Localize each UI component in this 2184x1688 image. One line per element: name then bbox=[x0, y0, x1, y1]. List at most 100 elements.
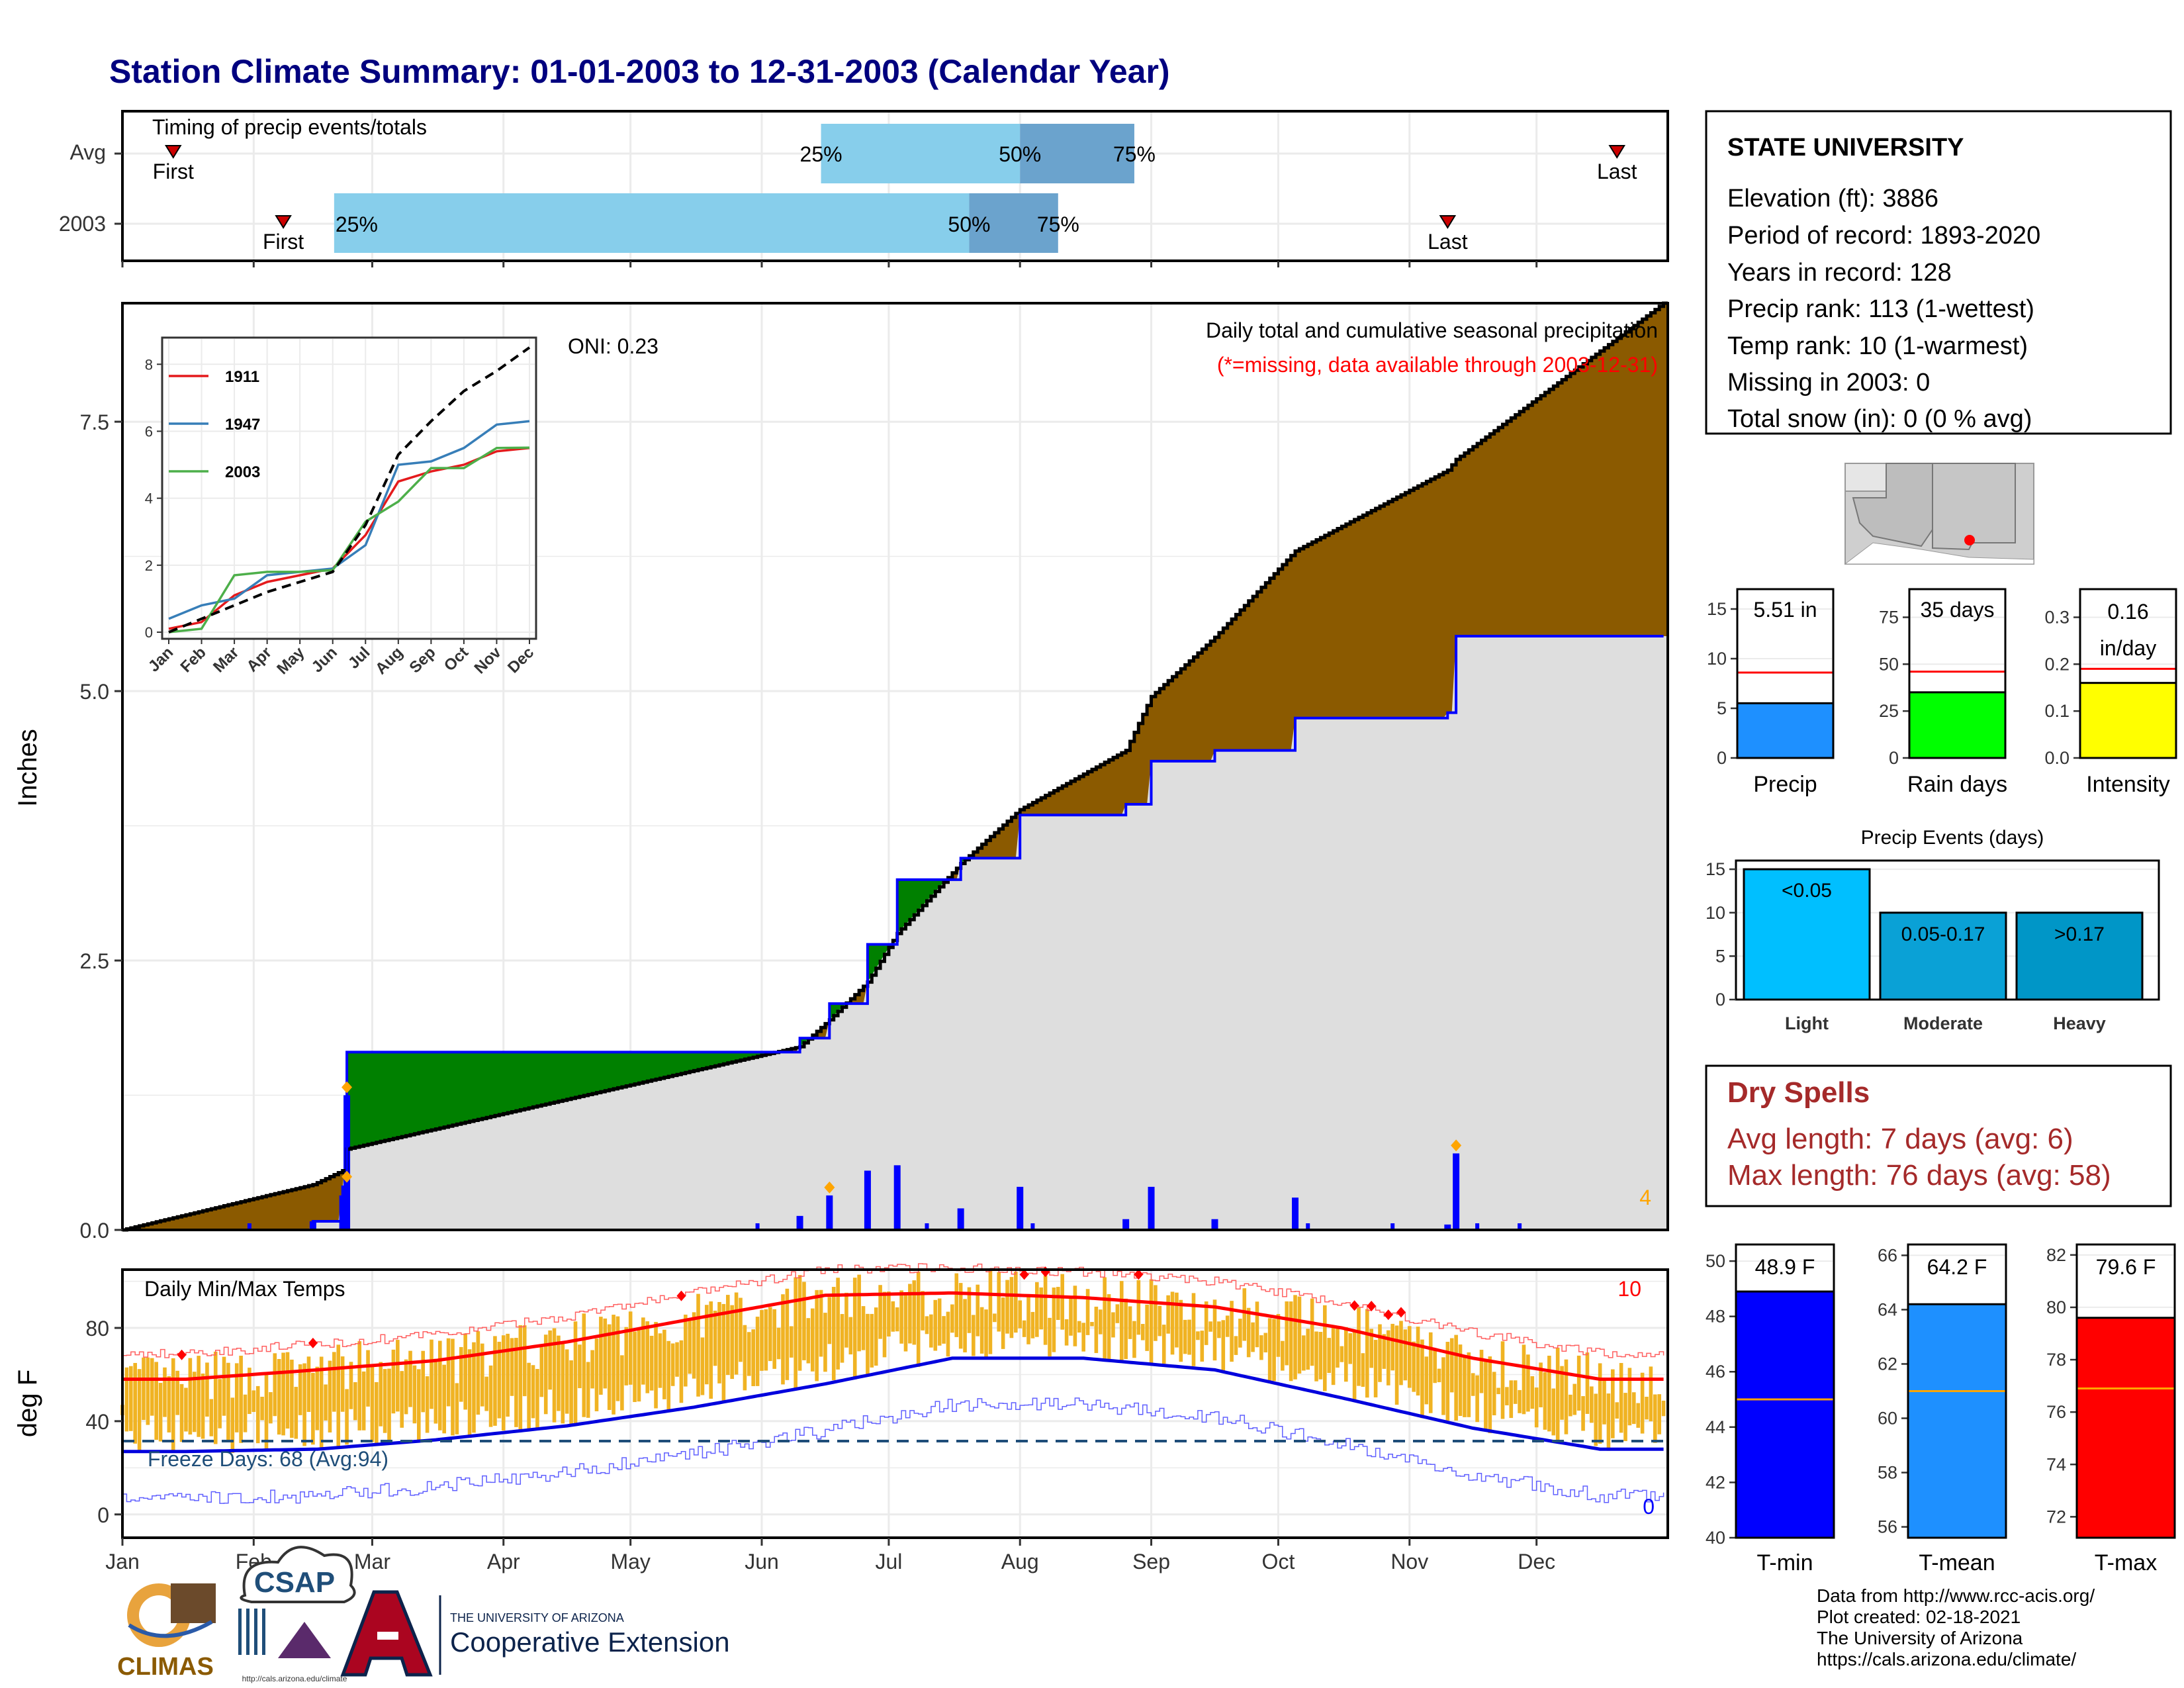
inset-ytick-label: 6 bbox=[145, 423, 153, 440]
credit-line: Data from http://www.rcc-acis.org/ bbox=[1817, 1585, 2095, 1606]
daily-temp-bar bbox=[383, 1369, 387, 1433]
daily-temp-bar bbox=[590, 1350, 594, 1389]
map-region bbox=[1844, 542, 2034, 565]
timing-pct-label: 75% bbox=[1113, 142, 1156, 166]
daily-temp-bar bbox=[1281, 1340, 1285, 1371]
daily-temp-bar bbox=[1039, 1287, 1044, 1330]
temp-summary-value: 79.6 F bbox=[2096, 1255, 2156, 1279]
daily-temp-bar bbox=[1572, 1383, 1577, 1415]
daily-temp-bar bbox=[1551, 1388, 1556, 1436]
daily-temp-bar bbox=[1505, 1387, 1509, 1405]
temperature-panel-frame bbox=[121, 1268, 1669, 1539]
daily-temp-bar bbox=[1327, 1338, 1332, 1374]
daily-temp-bar bbox=[866, 1313, 870, 1374]
oni-value: ONI: 0.23 bbox=[568, 334, 659, 358]
events-ytick-label: 0 bbox=[1715, 990, 1725, 1009]
daily-temp-bar bbox=[734, 1292, 739, 1375]
daily-temp-bar bbox=[1336, 1327, 1340, 1368]
daily-temp-bar bbox=[1094, 1306, 1099, 1353]
daily-temp-bar bbox=[451, 1338, 455, 1436]
daily-temp-bar bbox=[1318, 1332, 1323, 1380]
timing-bar-early bbox=[334, 193, 970, 253]
timing-pct-label: 25% bbox=[336, 212, 378, 236]
daily-temp-bar bbox=[1509, 1380, 1514, 1419]
daily-temp-bar bbox=[1035, 1282, 1039, 1337]
daily-temp-bar bbox=[1547, 1356, 1551, 1432]
daily-temp-bar bbox=[1107, 1294, 1111, 1362]
event-category: Moderate bbox=[1903, 1013, 1983, 1033]
temp-summary-ytick-label: 64 bbox=[1878, 1299, 1897, 1319]
temp-summary-ytick-label: 50 bbox=[1706, 1251, 1725, 1271]
temp-summary-ytick-label: 60 bbox=[1878, 1409, 1897, 1429]
daily-temp-bar bbox=[1310, 1298, 1314, 1366]
temperature-panel: Daily Min/Max Temps 10 0 Freeze Days: 68… bbox=[13, 1263, 1669, 1573]
daily-temp-bar bbox=[1212, 1299, 1217, 1361]
daily-temp-bar bbox=[1056, 1287, 1060, 1320]
daily-temp-bar bbox=[1539, 1362, 1543, 1407]
daily-temp-bar bbox=[197, 1356, 201, 1437]
daily-temp-bar bbox=[1030, 1311, 1035, 1338]
timing-pct-label: 50% bbox=[948, 212, 990, 236]
daily-temp-bar bbox=[861, 1306, 866, 1350]
inset-xtick-label: Apr bbox=[244, 643, 275, 675]
daily-temp-bar bbox=[1530, 1376, 1535, 1409]
temp-summary-ytick-label: 56 bbox=[1878, 1517, 1897, 1537]
record-high-marker bbox=[1396, 1307, 1406, 1318]
daily-temp-bar bbox=[988, 1270, 993, 1354]
daily-precip-bar bbox=[957, 1208, 964, 1230]
event-bar-label: >0.17 bbox=[2054, 923, 2105, 945]
daily-temp-bar bbox=[539, 1347, 544, 1397]
daily-temp-bar bbox=[1221, 1320, 1226, 1373]
daily-temp-bar bbox=[1340, 1346, 1344, 1362]
heavy-event-marker bbox=[341, 1081, 353, 1094]
daily-temp-bar bbox=[273, 1353, 277, 1417]
daily-temp-bar bbox=[357, 1341, 362, 1430]
daily-temp-bar bbox=[1014, 1271, 1018, 1333]
daily-temp-bar bbox=[586, 1362, 590, 1418]
daily-temp-bar bbox=[510, 1338, 514, 1396]
daily-temp-bar bbox=[810, 1308, 815, 1372]
normal-max-line bbox=[122, 1291, 1664, 1381]
daily-temp-bar bbox=[1302, 1335, 1306, 1371]
daily-temp-bar bbox=[294, 1387, 298, 1439]
month-label: Sep bbox=[1132, 1550, 1170, 1573]
daily-temp-bar bbox=[400, 1371, 404, 1428]
daily-temp-bar bbox=[726, 1295, 730, 1376]
daily-precip-bar bbox=[1518, 1223, 1522, 1230]
daily-temp-bar bbox=[1234, 1336, 1238, 1355]
daily-temp-bar bbox=[806, 1318, 811, 1364]
daily-temp-bar bbox=[1653, 1394, 1657, 1443]
daily-temp-bar bbox=[1378, 1324, 1382, 1382]
daily-temp-bar bbox=[277, 1359, 281, 1435]
events-ytick-label: 10 bbox=[1706, 903, 1725, 923]
daily-temp-bar bbox=[776, 1327, 781, 1360]
daily-temp-bar bbox=[1255, 1301, 1259, 1348]
daily-temp-bar bbox=[459, 1346, 463, 1402]
daily-temp-bar bbox=[603, 1318, 608, 1389]
daily-temp-bar bbox=[1407, 1326, 1412, 1388]
heavy-event-marker bbox=[341, 1170, 353, 1183]
daily-temp-bar bbox=[895, 1307, 899, 1332]
daily-temp-bar bbox=[1073, 1286, 1077, 1346]
inset-ytick-label: 4 bbox=[145, 491, 153, 507]
daily-temp-bar bbox=[963, 1299, 967, 1352]
daily-temp-bar bbox=[1369, 1329, 1373, 1368]
daily-temp-bar bbox=[679, 1340, 684, 1403]
record-high-marker bbox=[177, 1349, 187, 1360]
ua-big-text: Cooperative Extension bbox=[450, 1626, 730, 1658]
credit-line: https://cals.arizona.edu/climate/ bbox=[1817, 1649, 2076, 1669]
month-label: Apr bbox=[487, 1550, 520, 1573]
daily-temp-bar bbox=[1297, 1296, 1302, 1374]
timing-pct-label: 25% bbox=[800, 142, 842, 166]
daily-temp-bar bbox=[1479, 1350, 1484, 1393]
daily-temp-bar bbox=[1009, 1277, 1014, 1338]
summary-value: 5.51 in bbox=[1753, 598, 1817, 622]
university-logo: THE UNIVERSITY OF ARIZONA Cooperative Ex… bbox=[340, 1590, 730, 1677]
daily-temp-bar bbox=[878, 1285, 882, 1339]
temp-summary-ytick-label: 72 bbox=[2046, 1507, 2066, 1526]
daily-temp-bar bbox=[1412, 1341, 1416, 1392]
daily-temp-bar bbox=[1026, 1296, 1030, 1344]
daily-temp-bar bbox=[128, 1366, 133, 1431]
daily-temp-bar bbox=[1246, 1307, 1251, 1358]
